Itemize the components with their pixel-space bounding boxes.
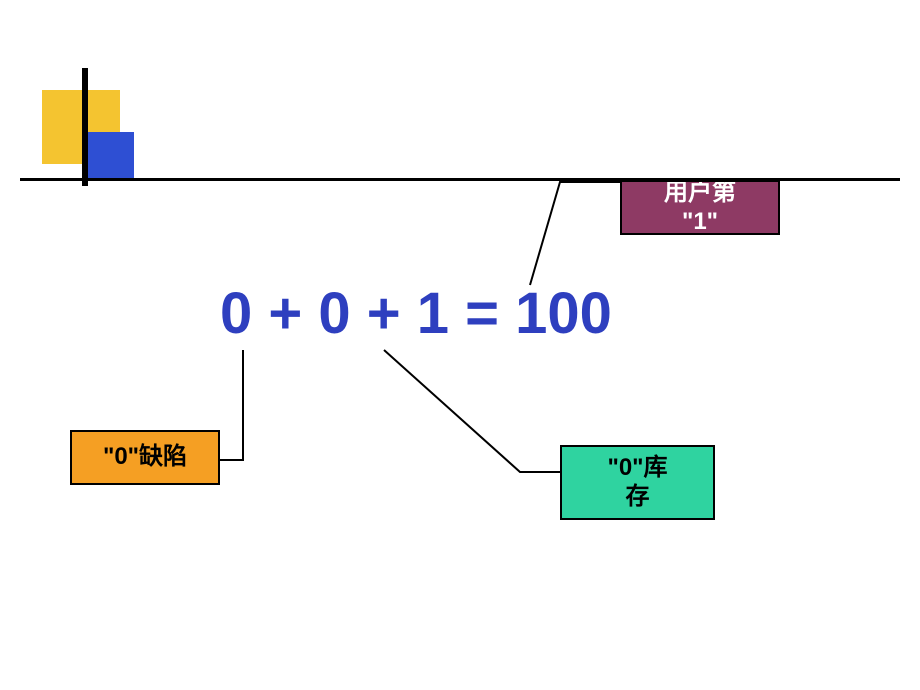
callout-zero-defect-label: "0"缺陷 — [103, 443, 187, 472]
connector-bottom-mid — [384, 350, 560, 472]
callout-user-first: 用户第 "1" — [620, 180, 780, 235]
connector-top-right — [530, 182, 620, 285]
deco-blue-rect — [88, 132, 134, 178]
deco-vbar — [82, 68, 88, 186]
callout-user-first-line1: 用户第 — [664, 180, 736, 208]
callout-zero-inventory: "0"库 存 — [560, 445, 715, 520]
callout-zero-inventory-line1: "0"库 — [607, 454, 667, 483]
callout-zero-inventory-line2: 存 — [626, 483, 650, 512]
callout-user-first-line2: "1" — [682, 208, 718, 236]
callout-zero-defect: "0"缺陷 — [70, 430, 220, 485]
connector-bottom-left — [220, 350, 243, 460]
slide-canvas: 0 + 0 + 1 = 100 用户第 "1" "0"缺陷 "0"库 存 — [0, 0, 920, 690]
main-equation: 0 + 0 + 1 = 100 — [220, 280, 612, 347]
